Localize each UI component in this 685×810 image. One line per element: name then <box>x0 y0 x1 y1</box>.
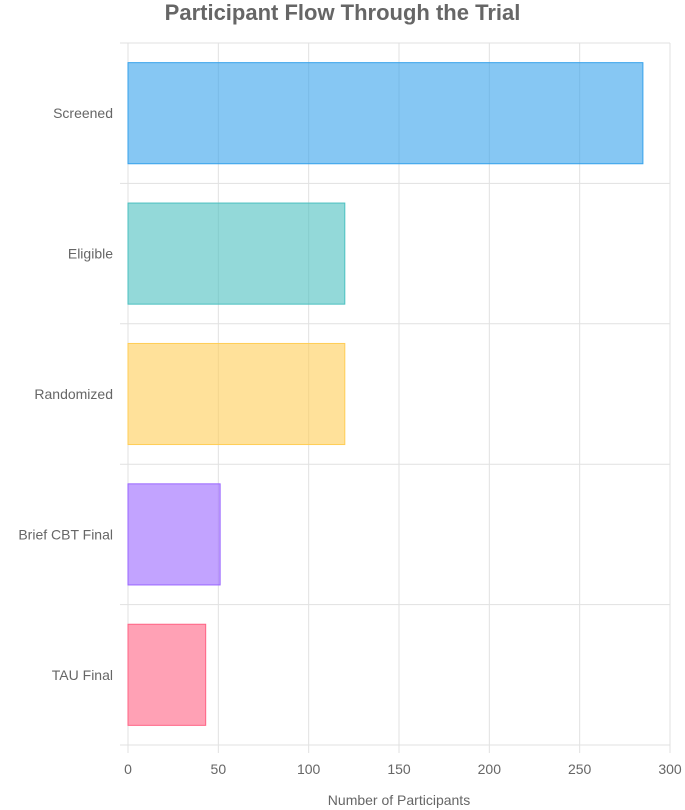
chart-title: Participant Flow Through the Trial <box>164 0 521 25</box>
bar-tau-final <box>127 623 207 726</box>
bars <box>127 62 644 726</box>
bar-randomized <box>127 342 346 446</box>
x-tick-label: 200 <box>478 761 502 777</box>
x-tick-label: 100 <box>297 761 321 777</box>
bar-brief-cbt-final <box>127 483 221 586</box>
x-tick-label: 0 <box>124 761 132 777</box>
bar-screened <box>127 62 644 165</box>
x-tick-label: 250 <box>568 761 592 777</box>
x-tick-labels: 0 50 100 150 200 250 300 <box>124 761 682 777</box>
y-tick-label: Screened <box>53 105 113 121</box>
x-tick-label: 50 <box>211 761 227 777</box>
y-tick-label: Eligible <box>68 246 113 262</box>
y-tick-label: Brief CBT Final <box>18 526 113 542</box>
x-tick-label: 300 <box>658 761 682 777</box>
y-tick-labels: Screened Eligible Randomized Brief CBT Fina… <box>18 105 113 683</box>
bar-eligible <box>127 202 346 305</box>
x-tick-label: 150 <box>387 761 411 777</box>
y-tick-label: Randomized <box>34 386 113 402</box>
y-tick-label: TAU Final <box>52 667 113 683</box>
x-axis-title: Number of Participants <box>328 792 470 808</box>
